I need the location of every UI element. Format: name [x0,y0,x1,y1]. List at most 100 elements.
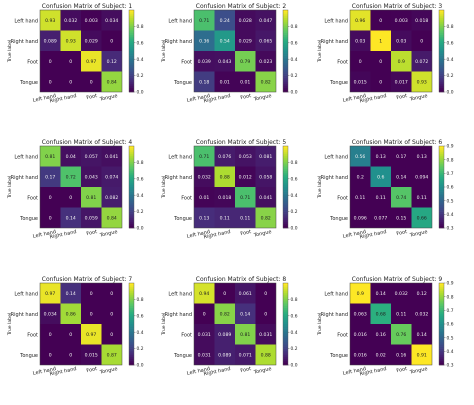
colorbar-tick-label: 0.3 [447,226,454,232]
y-tick-label: Left hand [14,291,38,297]
cell-label: 0.84 [107,216,117,222]
colorbar-band [283,197,288,200]
matrix-cell [350,344,371,365]
matrix-cell [101,187,122,208]
panel-title: Confusion Matrix of Subject: 8 [196,276,287,283]
cell-label: 0.031 [198,332,211,338]
y-tick-label: Foot [181,195,192,201]
colorbar-band [129,150,134,153]
matrix-cell [60,207,81,228]
cell-label: 0.041 [105,154,118,160]
colorbar-band [283,65,288,68]
colorbar-tick-label: 0.6 [137,40,144,46]
y-tick-label: Tongue [329,216,348,222]
matrix-cell [411,51,432,72]
colorbar-tick-label: 0.6 [291,176,298,182]
colorbar-band [439,150,444,153]
colorbar-band [439,197,444,200]
panel-title: Confusion Matrix of Subject: 5 [196,139,287,146]
colorbar-band [129,170,134,173]
matrix-cell [391,51,412,72]
colorbar-band [129,178,134,182]
colorbar-band [439,22,444,25]
panel-subject-5: Confusion Matrix of Subject: 5 0.71 0.076 0… [161,139,298,241]
cell-label: 0.11 [220,216,230,222]
colorbar-band [129,201,134,204]
y-tick-label: Right hand [165,39,192,45]
colorbar-band [129,51,134,54]
colorbar-band [439,85,444,89]
panel-title: Confusion Matrix of Subject: 2 [196,3,287,10]
colorbar-band [283,191,288,194]
panel-subject-6: Confusion Matrix of Subject: 6 0.56 0.13 0.… [317,139,454,241]
x-tick-label: Right hand [203,93,231,105]
colorbar-band [283,324,288,327]
cell-label: 0 [69,59,72,65]
colorbar-band [283,18,288,21]
colorbar-band [439,44,444,48]
colorbar-band [283,158,288,161]
x-tick-label: Left hand [342,93,366,104]
matrix-cell [40,146,61,167]
colorbar-band [283,67,288,70]
colorbar-band [283,160,288,163]
colorbar-frame [282,9,289,93]
colorbar-band [439,152,444,155]
colorbar-band [129,182,134,186]
y-tick-label: Right hand [11,175,38,181]
colorbar-band [129,199,134,202]
panel-subject-7: Confusion Matrix of Subject: 7 0.97 0.14 0 0… [7,276,144,378]
y-axis-label: True label [317,176,323,199]
cell-label: 0.074 [105,175,118,181]
colorbar-band [283,358,288,362]
matrix-cell [235,324,256,345]
colorbar-band [129,360,134,364]
matrix-cell [60,71,81,92]
cell-label: 0.94 [199,291,209,297]
matrix-cell [350,283,371,304]
colorbar-band [439,61,444,64]
cell-label: 0.023 [259,59,272,65]
cell-label: 0 [379,80,382,86]
colorbar-band [439,223,444,227]
cell-label: 0.043 [85,175,98,181]
x-tick-label: Left hand [32,229,56,240]
colorbar-band [283,63,288,66]
cell-label: 0.71 [199,154,209,160]
matrix-cell [235,303,256,324]
cell-label: 0.88 [220,175,230,181]
colorbar-band [439,191,444,194]
colorbar-tick-label: 0.6 [291,40,298,46]
colorbar-band [439,303,444,306]
colorbar-tick-label: 0.8 [447,157,454,163]
cell-label: 0 [90,291,93,297]
matrix-cell [391,187,412,208]
panel-title: Confusion Matrix of Subject: 9 [352,276,443,283]
colorbar-band [129,55,134,58]
cell-label: 0.053 [239,154,252,160]
matrix-cell [350,30,371,51]
matrix-cell [350,166,371,187]
matrix-cell [214,51,235,72]
colorbar-tick-label: 0.0 [447,90,454,96]
cell-label: 0.54 [220,39,230,45]
colorbar-band [439,20,444,23]
colorbar-band [129,164,134,167]
colorbar-band [439,291,444,294]
matrix-cell [101,283,122,304]
colorbar-band [439,336,444,339]
colorbar-band [283,293,288,296]
cell-label: 0.032 [395,291,408,297]
matrix-cell [60,146,81,167]
colorbar-band [129,336,134,339]
y-tick-label: Left hand [14,154,38,160]
colorbar-band [283,330,288,333]
colorbar-band [283,223,288,227]
colorbar-band [129,295,134,298]
colorbar-band [283,287,288,290]
colorbar-band [129,291,134,294]
matrix-cell [81,30,102,51]
matrix-cell [40,10,61,31]
cell-label: 0.9 [398,59,405,65]
matrix-cell [255,283,276,304]
